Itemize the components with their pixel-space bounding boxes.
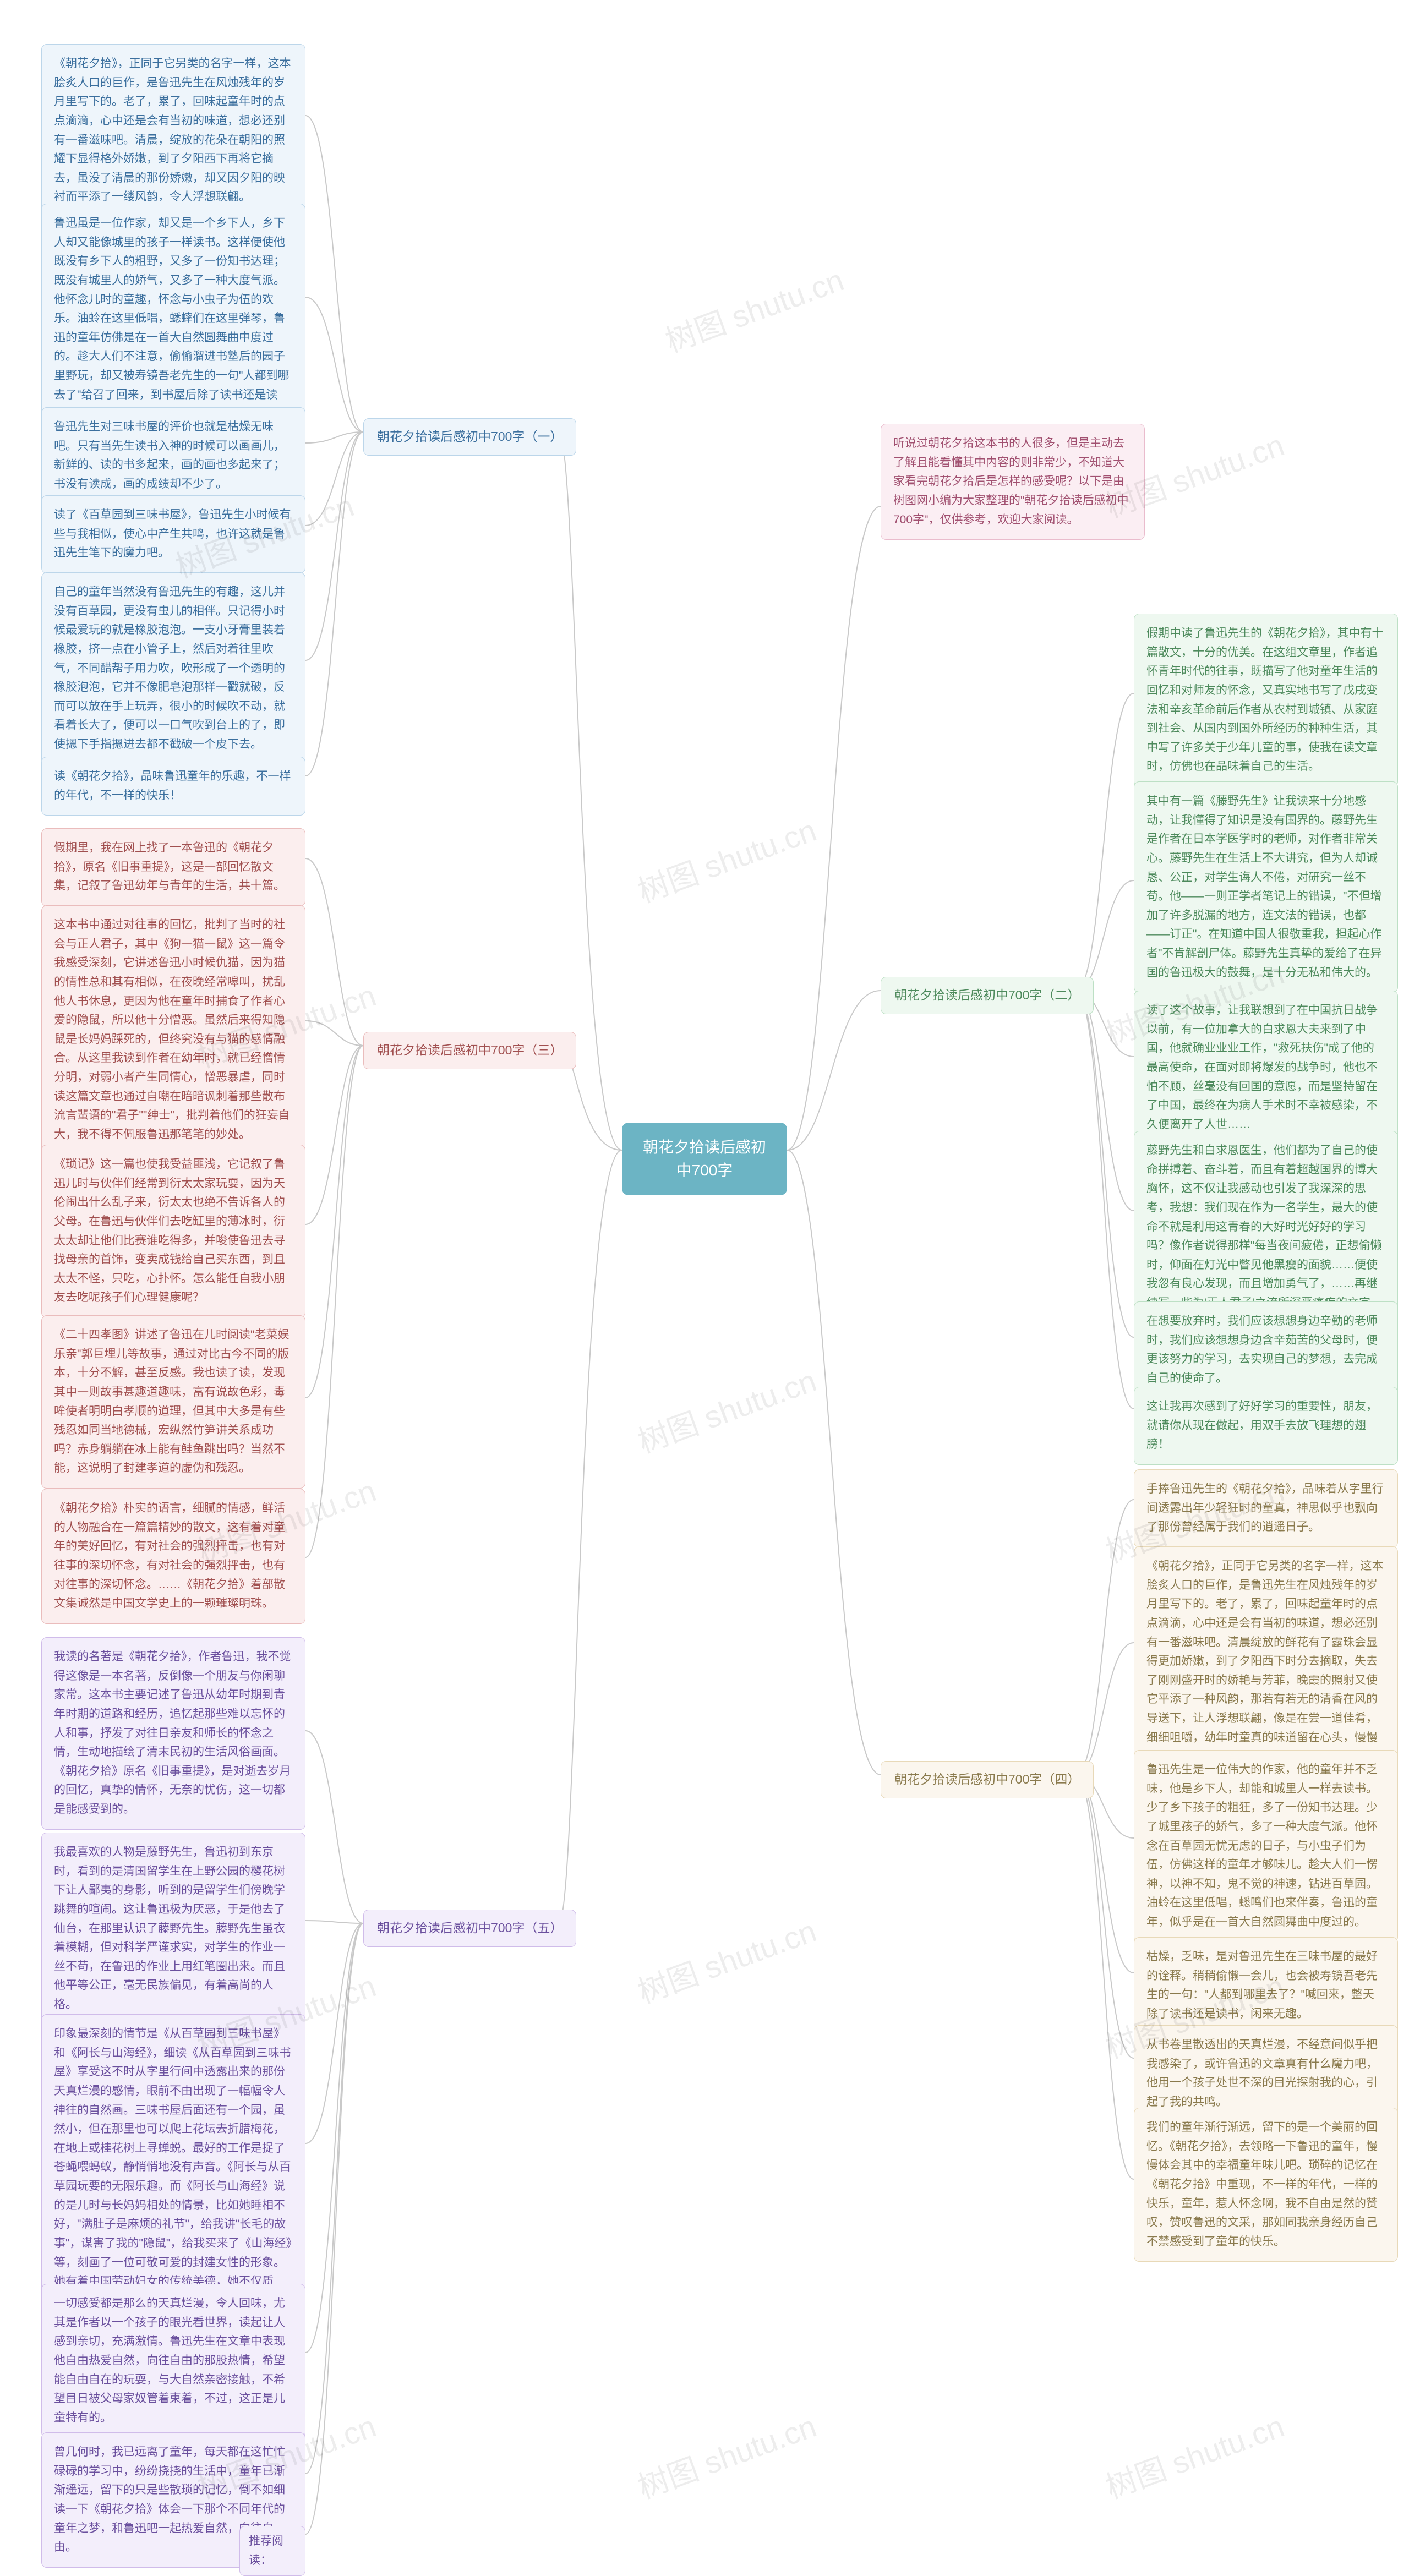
leaf-b5-5: 推荐阅读： [239, 2526, 305, 2576]
watermark: 树图 shutu.cn [1099, 2402, 1290, 2507]
leaf-b2-1: 其中有一篇《藤野先生》让我读来十分地感动，让我懂得了知识是没有国界的。藤野先生是… [1134, 781, 1398, 993]
branch-label-5: 朝花夕拾读后感初中700字（五） [363, 1910, 576, 1947]
watermark: 树图 shutu.cn [631, 1906, 822, 2012]
branch-label-1: 朝花夕拾读后感初中700字（一） [363, 418, 576, 456]
leaf-b1-5: 读《朝花夕拾》，品味鲁迅童年的乐趣，不一样的年代，不一样的快乐！ [41, 757, 305, 816]
leaf-b5-0: 我读的名著是《朝花夕拾》，作者鲁迅，我不觉得这像是一本名著，反倒像一个朋友与你闲… [41, 1637, 305, 1830]
leaf-b4-5: 我们的童年渐行渐远，留下的是一个美丽的回忆。《朝花夕拾》，去领略一下鲁迅的童年，… [1134, 2108, 1398, 2262]
branch-label-4: 朝花夕拾读后感初中700字（四） [881, 1761, 1094, 1798]
leaf-b3-2: 《琐记》这一篇也使我受益匪浅，它记叙了鲁迅儿时与伙伴们经常到衍太太家玩耍，因为天… [41, 1145, 305, 1318]
leaf-b2-5: 这让我再次感到了好好学习的重要性，朋友，就请你从现在做起，用双手去放飞理想的翅膀… [1134, 1387, 1398, 1465]
leaf-b3-1: 这本书中通过对往事的回忆，批判了当时的社会与正人君子，其中《狗一猫一鼠》这一篇令… [41, 905, 305, 1155]
leaf-b1-4: 自己的童年当然没有鲁迅先生的有趣，这儿并没有百草园，更没有虫儿的相伴。只记得小时… [41, 572, 305, 765]
leaf-b2-3: 藤野先生和白求恩医生，他们都为了自己的使命拼搏着、奋斗着，而且有着超越国界的博大… [1134, 1131, 1398, 1323]
intro-leaf: 听说过朝花夕拾这本书的人很多，但是主动去了解且能看懂其中内容的则非常少，不知道大… [881, 424, 1145, 540]
watermark: 树图 shutu.cn [631, 1356, 822, 1462]
leaf-b1-0: 《朝花夕拾》，正同于它另类的名字一样，这本脍炙人口的巨作，是鲁迅先生在风烛残年的… [41, 44, 305, 217]
leaf-b1-2: 鲁迅先生对三味书屋的评价也就是枯燥无味吧。只有当先生读书入神的时候可以画画儿，新… [41, 407, 305, 505]
leaf-b5-1: 我最喜欢的人物是藤野先生，鲁迅初到东京时，看到的是清国留学生在上野公园的樱花树下… [41, 1833, 305, 2025]
watermark: 树图 shutu.cn [658, 255, 849, 361]
watermark: 树图 shutu.cn [631, 2402, 822, 2507]
leaf-b3-3: 《二十四孝图》讲述了鲁迅在儿时阅读"老菜娱乐亲"郭巨埋儿等故事，通过对比古今不同… [41, 1315, 305, 1489]
leaf-b2-4: 在想要放弃时，我们应该想想身边辛勤的老师时，我们应该想想身边含辛茹苦的父母时，便… [1134, 1301, 1398, 1399]
leaf-b3-4: 《朝花夕拾》朴实的语言，细腻的情感，鲜活的人物融合在一篇篇精妙的散文，这有着对童… [41, 1489, 305, 1624]
leaf-b1-3: 读了《百草园到三味书屋》，鲁迅先生小时候有些与我相似，使心中产生共鸣，也许这就是… [41, 495, 305, 573]
leaf-b4-3: 枯燥，乏味，是对鲁迅先生在三味书屋的最好的诠释。稍稍偷懒一会儿，也会被寿镜吾老先… [1134, 1937, 1398, 2034]
leaf-b1-1: 鲁迅虽是一位作家，却又是一个乡下人，乡下人却又能像城里的孩子一样读书。这样便使他… [41, 204, 305, 434]
root-node: 朝花夕拾读后感初中700字 [622, 1123, 787, 1195]
leaf-b4-2: 鲁迅先生是一位伟大的作家，他的童年并不乏味，他是乡下人，却能和城里人一样去读书。… [1134, 1750, 1398, 1943]
leaf-b2-2: 读了这个故事，让我联想到了在中国抗日战争以前，有一位加拿大的白求恩大夫来到了中国… [1134, 991, 1398, 1145]
leaf-b5-3: 一切感受都是那么的天真烂漫，令人回味，尤其是作者以一个孩子的眼光看世界，读起让人… [41, 2284, 305, 2438]
leaf-b3-0: 假期里，我在网上找了一本鲁迅的《朝花夕拾》，原名《旧事重提》，这是一部回忆散文集… [41, 828, 305, 906]
leaf-b4-1: 《朝花夕拾》，正同于它另类的名字一样，这本脍炙人口的巨作，是鲁迅先生在风烛残年的… [1134, 1546, 1398, 1777]
watermark: 树图 shutu.cn [631, 806, 822, 911]
branch-label-3: 朝花夕拾读后感初中700字（三） [363, 1032, 576, 1069]
leaf-b2-0: 假期中读了鲁迅先生的《朝花夕拾》，其中有十篇散文，十分的优美。在这组文章里，作者… [1134, 614, 1398, 787]
leaf-b4-0: 手捧鲁迅先生的《朝花夕拾》，品味着从字里行间透露出年少轻狂时的童真，神思似乎也飘… [1134, 1469, 1398, 1547]
branch-label-2: 朝花夕拾读后感初中700字（二） [881, 977, 1094, 1014]
